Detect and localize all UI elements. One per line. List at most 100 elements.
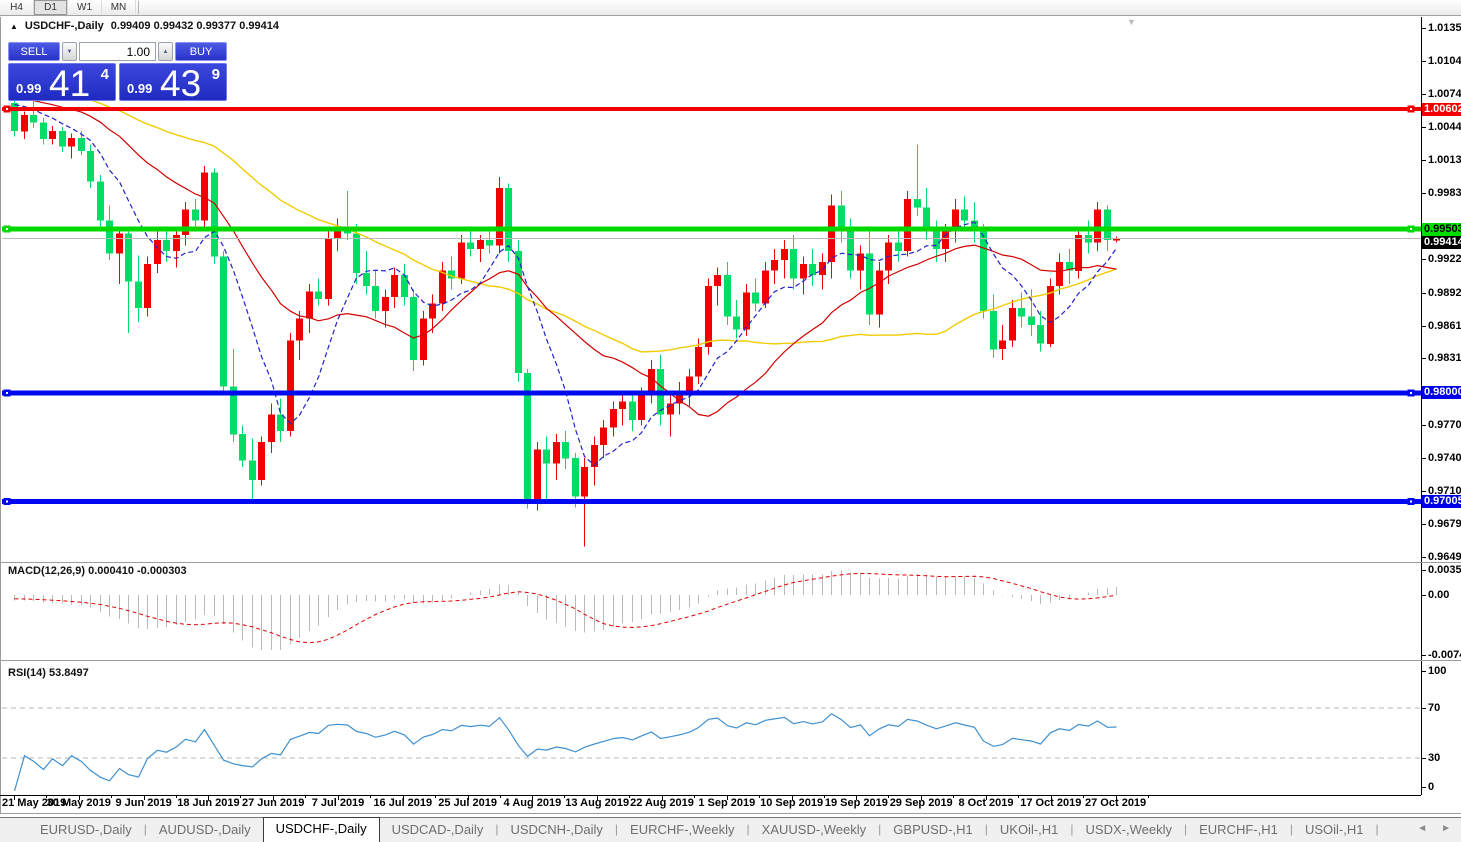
price-tick-label: 0.96795 bbox=[1421, 518, 1461, 530]
price-tick-label: 0.97705 bbox=[1421, 419, 1461, 431]
date-tick-label: 17 Oct 2019 bbox=[1020, 797, 1082, 809]
chart-tab-gbpusd-h1[interactable]: GBPUSD-,H1 bbox=[893, 822, 973, 837]
chart-title: ▲ USDCHF-,Daily 0.99409 0.99432 0.99377 … bbox=[10, 20, 279, 32]
tabs-scroll-left-icon[interactable]: ◄ bbox=[1417, 823, 1428, 834]
price-tick-label: 0.96490 bbox=[1421, 551, 1461, 563]
macd-scale-label: -0.00749 bbox=[1420, 649, 1461, 661]
buy-button[interactable]: BUY bbox=[175, 42, 227, 61]
date-tick-label: 8 Oct 2019 bbox=[958, 797, 1014, 809]
date-tick-label: 22 Aug 2019 bbox=[630, 797, 694, 809]
chart-tab-ukoil-h1[interactable]: UKOil-,H1 bbox=[999, 822, 1059, 837]
chart-tab-usdcad-daily[interactable]: USDCAD-,Daily bbox=[391, 822, 484, 837]
timeframe-button-mn[interactable]: MN bbox=[102, 0, 136, 15]
tab-separator: | bbox=[495, 822, 499, 836]
spin-up-icon: ▲ bbox=[162, 48, 169, 55]
rsi-scale-label: 30 bbox=[1420, 752, 1441, 764]
date-tick-label: 16 Jul 2019 bbox=[373, 797, 433, 809]
timeframe-toolbar: H4 D1 W1 MN bbox=[0, 0, 1461, 16]
price-level-badge: 0.97005 bbox=[1422, 494, 1461, 508]
price-axis[interactable]: 1.01350 1.01045 1.00740 1.00440 1.00135 0.998… bbox=[1420, 17, 1461, 795]
price-tick-label: 0.98615 bbox=[1421, 320, 1461, 332]
sell-button[interactable]: SELL bbox=[8, 42, 60, 61]
chart-tab-eurusd-daily[interactable]: EURUSD-,Daily bbox=[40, 822, 132, 837]
date-tick-label: 19 Sep 2019 bbox=[824, 797, 888, 809]
timeframe-button-w1[interactable]: W1 bbox=[68, 0, 102, 15]
macd-panel bbox=[13, 570, 1118, 651]
toolbar-divider bbox=[138, 1, 139, 14]
sell-quote-panel[interactable]: 0.99 41 4 bbox=[8, 63, 116, 101]
macd-header: MACD(12,26,9) 0.000410 -0.000303 bbox=[8, 565, 187, 577]
date-tick-label: 27 Jun 2019 bbox=[242, 797, 305, 809]
volume-decrease-button[interactable]: ▼ bbox=[62, 42, 77, 61]
buy-price-pip: 9 bbox=[211, 66, 220, 83]
spin-down-icon: ▼ bbox=[66, 48, 73, 55]
date-tick-label: 1 Sep 2019 bbox=[698, 797, 756, 809]
price-level-badge: 1.00602 bbox=[1422, 102, 1461, 116]
chart-tab-xauusd-weekly[interactable]: XAUUSD-,Weekly bbox=[761, 822, 867, 837]
horizontal-line-objects bbox=[2, 105, 1421, 505]
timeframe-button-h4[interactable]: H4 bbox=[0, 0, 34, 15]
chart-tab-bar: EURUSD-,Daily | AUDUSD-,Daily USDCHF-,Daily… bbox=[0, 817, 1461, 842]
price-level-badge: 0.99414 bbox=[1422, 236, 1461, 250]
rsi-scale-label: 0 bbox=[1420, 781, 1435, 793]
sell-price-pip: 4 bbox=[100, 66, 109, 83]
one-click-trading-panel: SELL ▼ 1.00 ▲ BUY 0.99 41 4 0.99 43 9 bbox=[8, 40, 227, 102]
date-axis[interactable]: 21 May 2019 30 May 2019 9 Jun 2019 18 Jun 2… bbox=[0, 796, 1421, 813]
price-tick-label: 1.00440 bbox=[1421, 121, 1461, 133]
date-tick-label: 27 Oct 2019 bbox=[1085, 797, 1147, 809]
volume-increase-button[interactable]: ▲ bbox=[158, 42, 173, 61]
date-ticks bbox=[14, 795, 1149, 800]
sell-price-prefix: 0.99 bbox=[16, 81, 42, 96]
date-tick-label: 25 Jul 2019 bbox=[438, 797, 497, 809]
tab-separator: | bbox=[1070, 822, 1074, 836]
tab-separator: | bbox=[878, 822, 882, 836]
rsi-header: RSI(14) 53.8497 bbox=[8, 667, 89, 679]
date-tick-label: 29 Sep 2019 bbox=[889, 797, 953, 809]
candlestick-series bbox=[11, 85, 1120, 547]
date-tick-label: 9 Jun 2019 bbox=[115, 797, 172, 809]
macd-scale-label: 0.00 bbox=[1420, 589, 1450, 601]
tab-separator: | bbox=[1289, 822, 1293, 836]
date-tick-label: 7 Jul 2019 bbox=[311, 797, 365, 809]
tabs-scroll-right-icon[interactable]: ► bbox=[1441, 823, 1451, 834]
moving-averages bbox=[14, 87, 1117, 467]
price-level-badge: 0.99503 bbox=[1422, 222, 1461, 236]
timeframe-button-d1[interactable]: D1 bbox=[34, 0, 68, 15]
date-tick-label: 30 May 2019 bbox=[46, 797, 111, 809]
buy-price-big: 43 bbox=[160, 63, 202, 101]
chart-shift-marker-icon[interactable]: ▼ bbox=[1127, 17, 1136, 27]
rsi-panel bbox=[2, 707, 1421, 792]
rsi-scale-label: 70 bbox=[1420, 702, 1441, 714]
chart-tab-eurchf-h1[interactable]: EURCHF-,H1 bbox=[1199, 822, 1278, 837]
chart-tab-eurchf-weekly[interactable]: EURCHF-,Weekly bbox=[630, 822, 735, 837]
chart-tab-usoil-h1[interactable]: USOil-,H1 bbox=[1304, 822, 1364, 837]
buy-quote-panel[interactable]: 0.99 43 9 bbox=[119, 63, 227, 101]
price-tick-label: 1.00740 bbox=[1421, 88, 1461, 100]
date-tick-label: 13 Aug 2019 bbox=[565, 797, 630, 809]
price-tick-label: 0.99225 bbox=[1421, 253, 1461, 265]
tab-separator: | bbox=[1183, 822, 1188, 836]
sell-price-big: 41 bbox=[49, 63, 91, 101]
tab-separator: | bbox=[746, 822, 750, 836]
price-tick-label: 1.01350 bbox=[1421, 22, 1461, 34]
tab-separator: | bbox=[614, 822, 619, 836]
symbol-dropdown-icon: ▲ bbox=[10, 21, 18, 31]
price-level-badge: 0.98000 bbox=[1422, 386, 1461, 400]
date-tick-label: 18 Jun 2019 bbox=[177, 797, 240, 809]
chart-tab-usdchf-daily[interactable]: USDCHF-,Daily bbox=[262, 817, 380, 842]
tab-separator: | bbox=[984, 822, 988, 836]
date-tick-label: 10 Sep 2019 bbox=[760, 797, 824, 809]
price-tick-label: 0.98315 bbox=[1421, 352, 1461, 364]
buy-price-prefix: 0.99 bbox=[127, 81, 153, 96]
ohlc-values: 0.99409 0.99432 0.99377 0.99414 bbox=[110, 20, 279, 32]
macd-scale-label: 0.003574 bbox=[1421, 564, 1461, 576]
volume-input[interactable]: 1.00 bbox=[79, 42, 156, 61]
price-tick-label: 1.00135 bbox=[1421, 154, 1461, 166]
chart-tab-audusd-daily[interactable]: AUDUSD-,Daily bbox=[158, 822, 251, 837]
chart-tab-usdcnh-daily[interactable]: USDCNH-,Daily bbox=[510, 822, 603, 837]
chart-tab-usdx-weekly[interactable]: USDX-,Weekly bbox=[1085, 822, 1172, 837]
